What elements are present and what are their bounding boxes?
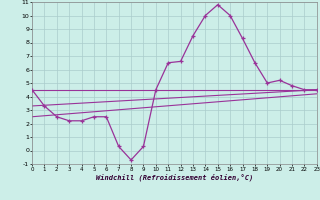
X-axis label: Windchill (Refroidissement éolien,°C): Windchill (Refroidissement éolien,°C) [96,173,253,181]
